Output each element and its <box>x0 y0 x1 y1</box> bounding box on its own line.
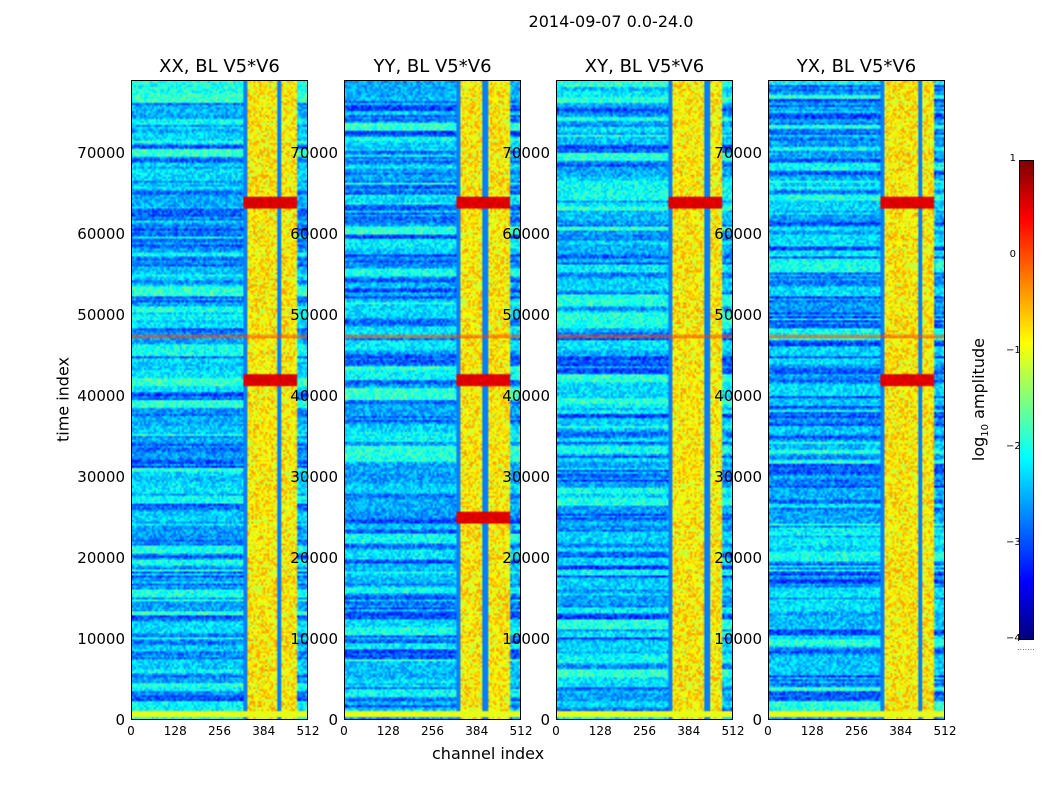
heatmap-image-3 <box>769 81 944 719</box>
panel-title-0: XX, BL V5*V6 <box>159 56 280 77</box>
colorbar-tick-label: −4 <box>1006 633 1021 644</box>
heatmap-panel-2 <box>556 80 733 720</box>
y-tick-label: 20000 <box>290 548 338 567</box>
x-tick-label: 384 <box>889 724 913 738</box>
y-tick-label: 10000 <box>714 629 762 648</box>
y-tick-label: 60000 <box>502 224 550 243</box>
y-tick-label: 70000 <box>77 143 125 162</box>
x-tick-label: 512 <box>933 724 957 738</box>
y-tick-label: 70000 <box>502 143 550 162</box>
y-tick-label: 40000 <box>290 386 338 405</box>
colorbar-tick-label: −3 <box>1006 537 1021 548</box>
x-tick-label: 384 <box>677 724 701 738</box>
x-tick-label: 256 <box>421 724 444 738</box>
x-tick-label: 384 <box>465 724 489 738</box>
x-tick-label: 128 <box>376 724 400 738</box>
y-tick-label: 50000 <box>77 305 125 324</box>
y-tick-label: 0 <box>328 711 338 729</box>
heatmap-image-0 <box>132 81 307 719</box>
y-tick-label: 30000 <box>714 467 762 486</box>
y-tick-label: 20000 <box>714 548 762 567</box>
figure-title: 2014-09-07 0.0-24.0 <box>528 12 694 31</box>
y-tick-label: 60000 <box>77 224 125 243</box>
x-tick-label: 256 <box>208 724 231 738</box>
colorbar-tick-label: 0 <box>1009 249 1016 260</box>
x-tick-label: 0 <box>340 724 348 738</box>
heatmap-image-1 <box>345 81 520 719</box>
y-tick-label: 50000 <box>714 305 762 324</box>
colorbar-label: log10 amplitude <box>968 338 992 462</box>
panel-title-3: YX, BL V5*V6 <box>796 56 917 77</box>
x-tick-label: 512 <box>296 724 320 738</box>
x-tick-label: 384 <box>252 724 276 738</box>
y-tick-label: 20000 <box>502 548 550 567</box>
y-tick-label: 10000 <box>77 629 125 648</box>
y-tick-label: 70000 <box>714 143 762 162</box>
y-tick-label: 60000 <box>290 224 338 243</box>
y-tick-label: 50000 <box>290 305 338 324</box>
colorbar-extend-marker: ....... <box>1017 643 1035 652</box>
x-tick-label: 0 <box>764 724 772 738</box>
heatmap-image-2 <box>557 81 732 719</box>
x-tick-label: 256 <box>845 724 868 738</box>
x-tick-label: 0 <box>552 724 560 738</box>
colorbar-tick-label: −1 <box>1006 345 1021 356</box>
y-tick-label: 40000 <box>714 386 762 405</box>
y-tick-label: 50000 <box>502 305 550 324</box>
x-tick-label: 512 <box>721 724 745 738</box>
heatmap-panel-0 <box>131 80 308 720</box>
y-tick-label: 10000 <box>290 629 338 648</box>
y-tick-label: 70000 <box>290 143 338 162</box>
y-axis-label: time index <box>53 357 73 443</box>
y-tick-label: 40000 <box>502 386 550 405</box>
colorbar-tick-label: 1 <box>1009 153 1016 164</box>
y-tick-label: 10000 <box>502 629 550 648</box>
y-tick-label: 0 <box>115 711 125 729</box>
x-tick-label: 0 <box>127 724 135 738</box>
panel-title-2: XY, BL V5*V6 <box>584 56 705 77</box>
colorbar-tick-label: −2 <box>1006 441 1021 452</box>
y-tick-label: 60000 <box>714 224 762 243</box>
x-axis-label: channel index <box>432 744 545 763</box>
x-tick-label: 128 <box>163 724 187 738</box>
x-tick-label: 128 <box>800 724 824 738</box>
colorbar <box>1019 160 1034 640</box>
x-tick-label: 512 <box>509 724 533 738</box>
x-tick-label: 256 <box>633 724 656 738</box>
y-tick-label: 0 <box>752 711 762 729</box>
y-tick-label: 30000 <box>77 467 125 486</box>
panel-title-1: YY, BL V5*V6 <box>373 56 492 77</box>
heatmap-panel-3 <box>768 80 945 720</box>
y-tick-label: 40000 <box>77 386 125 405</box>
y-tick-label: 30000 <box>502 467 550 486</box>
y-tick-label: 0 <box>540 711 550 729</box>
x-tick-label: 128 <box>588 724 612 738</box>
heatmap-panel-1 <box>344 80 521 720</box>
y-tick-label: 30000 <box>290 467 338 486</box>
y-tick-label: 20000 <box>77 548 125 567</box>
